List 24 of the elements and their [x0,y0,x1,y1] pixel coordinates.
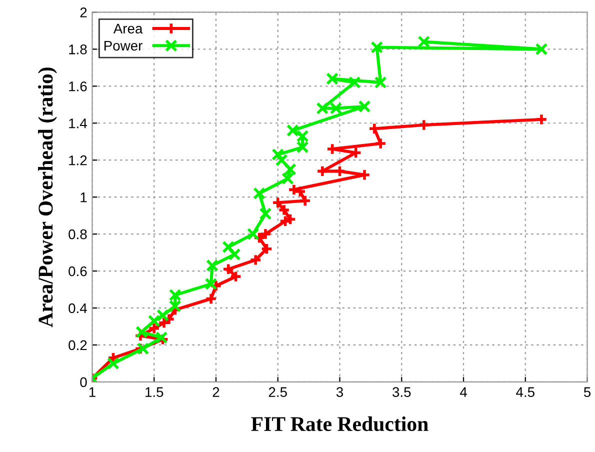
y-tick-label: 1 [80,192,87,202]
x-tick-label: 2 [212,387,220,397]
y-tick-label: 0.6 [68,266,87,276]
y-axis-title: Area/Power Overhead (ratio) [38,68,57,328]
y-tick-label: 1.2 [69,155,87,166]
x-tick-label: 1.5 [146,387,164,398]
x-tick-label: 4 [460,387,467,397]
x-tick-label: 1 [89,387,96,397]
x-tick-label: 5 [584,387,591,398]
x-tick-label: 2.5 [268,387,287,398]
legend-label: Power [104,40,142,51]
y-tick-label: 1.8 [69,44,87,54]
y-tick-label: 2 [80,8,87,18]
x-tick-label: 3.5 [392,387,411,398]
legend-label: Area [113,24,143,34]
x-tick-label: 4.5 [516,387,534,398]
y-tick-label: 0.2 [68,340,87,350]
y-tick-label: 1.6 [69,81,87,92]
x-tick-label: 3 [336,387,343,398]
y-tick-label: 1.4 [69,118,87,128]
y-tick-label: 0.4 [68,303,87,314]
x-axis-title: FIT Rate Reduction [251,416,428,432]
y-tick-label: 0.8 [68,229,87,240]
y-tick-label: 0 [80,377,87,388]
